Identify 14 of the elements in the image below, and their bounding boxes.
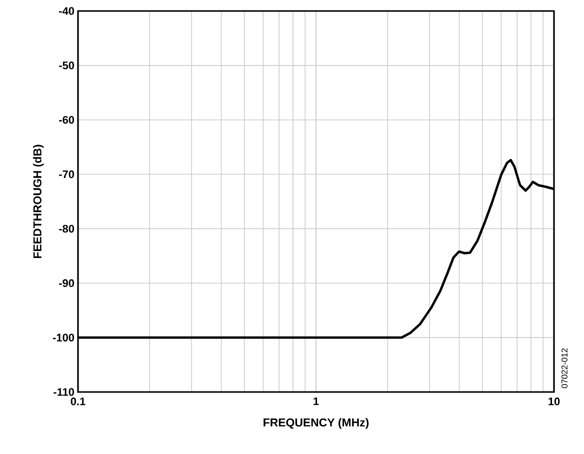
y-tick-label: -70 — [59, 170, 74, 178]
y-tick-label: -80 — [59, 224, 74, 233]
x-tick-label: 10 — [548, 398, 560, 406]
text: 07022-012 — [562, 348, 568, 388]
y-tick-label: -50 — [59, 62, 74, 70]
y-tick-label: -40 — [59, 7, 74, 15]
x-tick-label: 1 — [314, 398, 319, 406]
x-axis-title: FREQUENCY (MHz) — [264, 418, 369, 429]
y-axis-title: FEEDTHROUGH (dB) — [33, 144, 44, 258]
y-tick-label: -60 — [59, 116, 74, 124]
x-tick-label: 0.1 — [70, 398, 86, 406]
y-tick-label: -100 — [52, 334, 74, 342]
y-tick-label: -110 — [54, 388, 74, 396]
y-tick-label: -90 — [59, 279, 74, 288]
